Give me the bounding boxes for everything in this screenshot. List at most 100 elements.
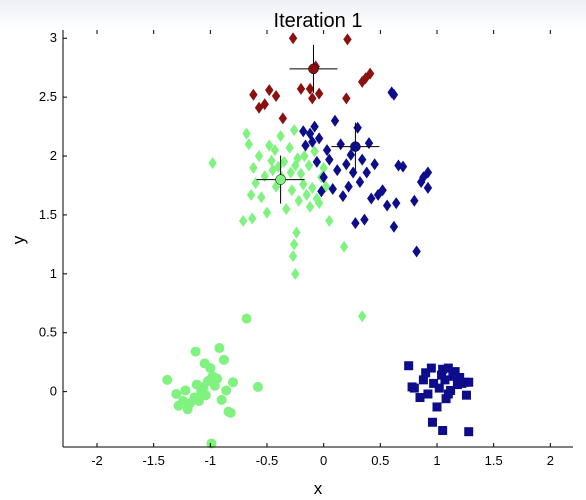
data-point-diamond (423, 166, 433, 179)
data-marks (162, 32, 474, 449)
x-axis-label: x (314, 479, 323, 498)
data-point-diamond (362, 166, 371, 179)
data-point-diamond (322, 144, 332, 157)
data-point-diamond (291, 267, 300, 280)
data-point-diamond (328, 183, 337, 196)
data-point-diamond (286, 166, 295, 179)
data-point-diamond (249, 161, 258, 174)
data-point-diamond (257, 191, 266, 204)
data-point-square (443, 363, 453, 373)
data-point-square (464, 427, 474, 437)
data-point-diamond (299, 125, 308, 138)
data-point-diamond (288, 32, 298, 45)
data-point-square (437, 370, 447, 380)
data-point-square (448, 371, 458, 381)
data-point-diamond (290, 124, 299, 137)
data-point-diamond (308, 135, 317, 148)
data-point-diamond (355, 175, 365, 188)
data-point-square (452, 380, 462, 390)
x-tick-label: 1.5 (485, 453, 503, 468)
data-point-diamond (293, 152, 302, 165)
plot-area (63, 30, 573, 447)
data-point-diamond (279, 155, 289, 168)
data-point-diamond (308, 181, 317, 194)
data-point-circle (241, 313, 252, 324)
data-point-circle (194, 396, 204, 407)
data-point-diamond (254, 150, 264, 163)
data-point-square (423, 389, 433, 399)
data-point-diamond (367, 192, 376, 205)
data-point-diamond (267, 154, 276, 167)
data-point-diamond (358, 310, 367, 323)
data-point-square (455, 373, 465, 382)
data-point-square (440, 375, 450, 385)
data-point-diamond (244, 138, 254, 151)
data-point-diamond (308, 92, 317, 105)
data-point-square (438, 364, 448, 374)
data-point-circle (212, 373, 223, 384)
data-point-diamond (305, 200, 315, 213)
data-point-diamond (208, 157, 217, 170)
data-point-diamond (325, 153, 334, 166)
data-point-circle (214, 343, 225, 354)
data-point-diamond (351, 217, 360, 230)
data-point-diamond (312, 155, 322, 168)
data-point-diamond (246, 188, 256, 201)
data-point-diamond (346, 148, 356, 161)
data-point-diamond (336, 138, 345, 151)
y-axis-label: y (9, 235, 28, 244)
data-point-square (429, 378, 439, 388)
x-tick-label: -0.5 (256, 453, 278, 468)
data-point-circle (180, 385, 191, 396)
data-point-diamond (314, 132, 324, 145)
data-point-square (427, 417, 437, 427)
data-point-diamond (317, 185, 326, 198)
data-point-diamond (344, 180, 353, 193)
data-point-diamond (330, 114, 340, 127)
x-tick-label: 1 (433, 453, 440, 468)
data-point-diamond (294, 194, 303, 207)
data-point-diamond (242, 127, 251, 140)
data-point-square (404, 361, 414, 371)
data-point-diamond (398, 160, 408, 173)
data-point-square (415, 393, 425, 403)
data-point-circle (218, 354, 229, 365)
data-point-diamond (248, 212, 257, 225)
data-point-square (438, 426, 448, 436)
data-point-diamond (410, 194, 419, 207)
data-point-square (409, 383, 419, 393)
data-point-diamond (365, 67, 375, 80)
data-point-circle (205, 363, 216, 374)
data-point-diamond (296, 82, 306, 95)
data-point-diamond (249, 88, 258, 101)
data-point-diamond (287, 184, 297, 197)
data-point-circle (200, 390, 211, 401)
data-point-diamond (314, 87, 324, 100)
data-point-circle (216, 394, 227, 405)
y-ticks: 0 0.5 1 1.5 2 2.5 3 (39, 30, 67, 399)
chart-title: Iteration 1 (274, 10, 363, 32)
y-tick-label: 3 (50, 30, 57, 45)
data-point-circle (225, 407, 236, 418)
data-point-diamond (251, 177, 260, 190)
data-point-diamond (360, 213, 369, 226)
centroid-marker (350, 141, 361, 152)
data-point-diamond (305, 82, 315, 95)
data-point-diamond (239, 214, 248, 227)
data-point-diamond (319, 161, 328, 174)
data-point-diamond (378, 184, 387, 197)
data-point-diamond (392, 197, 401, 210)
x-tick-label: -1.5 (142, 453, 164, 468)
data-point-diamond (338, 190, 348, 203)
data-point-diamond (325, 214, 334, 227)
y-tick-label: 0 (50, 384, 57, 399)
data-point-diamond (292, 226, 301, 239)
data-point-diamond (389, 220, 399, 233)
data-point-circle (221, 385, 232, 396)
data-point-diamond (423, 181, 433, 194)
data-point-diamond (333, 164, 342, 177)
data-point-diamond (314, 197, 324, 210)
data-point-square (459, 377, 469, 387)
